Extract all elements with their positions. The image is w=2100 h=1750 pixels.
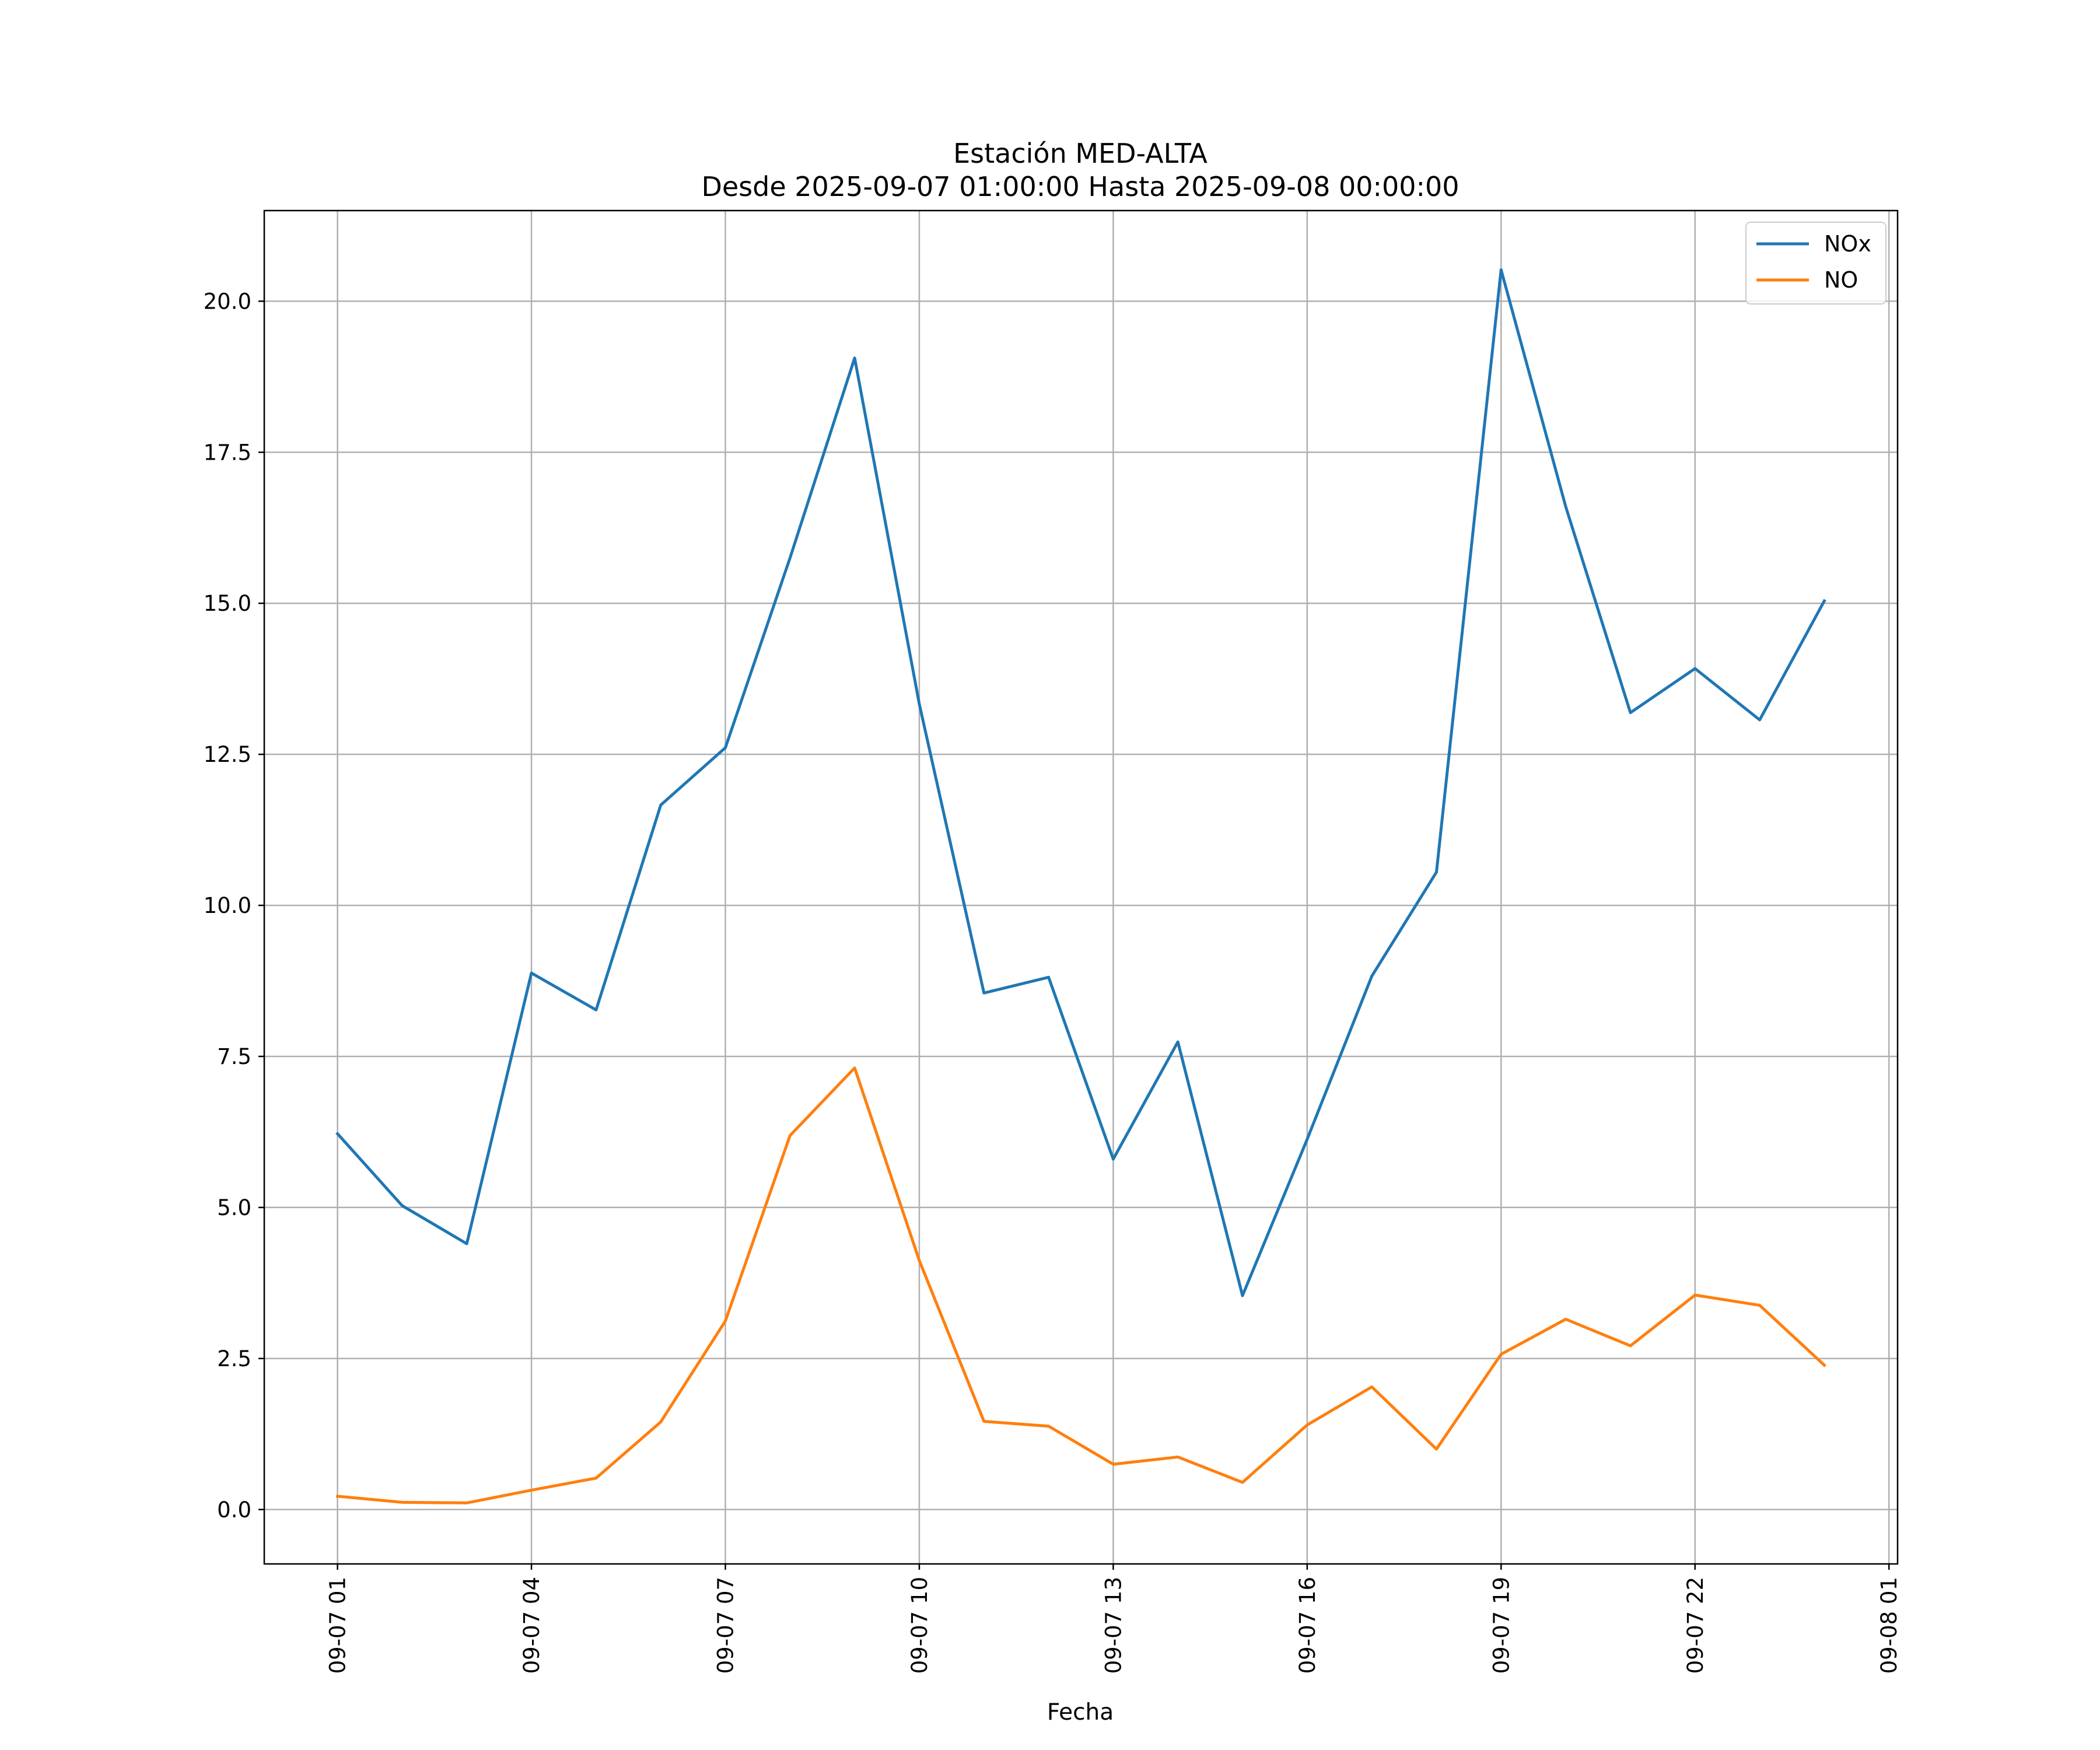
y-tick-label: 2.5: [217, 1346, 251, 1371]
data-point-nox: [1306, 1138, 1309, 1141]
data-point-no: [594, 1476, 598, 1480]
y-tick-label: 12.5: [204, 742, 251, 767]
data-point-no: [788, 1134, 792, 1138]
data-point-no: [1111, 1462, 1115, 1466]
data-point-no: [853, 1066, 856, 1070]
data-point-no: [1629, 1344, 1632, 1348]
plot-series: [335, 268, 1826, 1504]
data-point-nox: [400, 1204, 404, 1208]
y-tick-label: 10.0: [204, 893, 251, 918]
data-point-nox: [918, 702, 921, 706]
data-point-no: [1758, 1304, 1762, 1307]
data-point-nox: [982, 991, 986, 995]
x-tick-label: 09-07 10: [907, 1577, 932, 1674]
legend-label-no: NO: [1824, 267, 1858, 293]
data-point-nox: [1176, 1040, 1180, 1044]
x-tick-label: 09-07 16: [1295, 1577, 1320, 1674]
y-tick-label: 0.0: [217, 1497, 251, 1522]
data-point-no: [400, 1500, 404, 1504]
chart-title: Estación MED-ALTA: [953, 138, 1208, 169]
y-tick-label: 15.0: [204, 591, 251, 616]
data-point-nox: [724, 746, 727, 750]
x-tick-label: 09-07 13: [1101, 1577, 1126, 1674]
data-point-nox: [1111, 1157, 1115, 1161]
data-point-nox: [1499, 268, 1503, 272]
data-point-nox: [1047, 975, 1051, 979]
data-point-no: [1241, 1480, 1244, 1484]
data-point-no: [1822, 1363, 1826, 1367]
axis-ticks: 0.0 2.5 5.0 7.5 10.0 12.5 15.0 17.5 20.0 09-07 01…: [204, 289, 1902, 1674]
y-tick-label: 5.0: [217, 1195, 251, 1220]
data-point-no: [465, 1501, 468, 1504]
data-point-no: [918, 1259, 921, 1262]
data-point-nox: [1629, 711, 1632, 715]
x-tick-label: 09-07 07: [713, 1577, 738, 1674]
plot-frame: [263, 209, 1899, 1565]
data-point-nox: [853, 356, 856, 360]
data-point-no: [724, 1320, 727, 1323]
legend-label-nox: NOx: [1824, 231, 1871, 257]
data-point-no: [982, 1420, 986, 1423]
data-point-no: [336, 1494, 340, 1498]
data-point-no: [1564, 1318, 1567, 1321]
x-tick-label: 09-07 01: [326, 1577, 351, 1674]
data-point-no: [1434, 1447, 1438, 1451]
data-point-no: [1176, 1455, 1180, 1459]
data-point-nox: [1434, 870, 1438, 874]
data-point-no: [1370, 1385, 1374, 1389]
data-point-nox: [788, 556, 792, 560]
series-line-nox: [335, 268, 1826, 1297]
x-tick-label: 09-08 01: [1877, 1577, 1902, 1674]
data-point-nox: [1564, 505, 1567, 509]
data-point-nox: [1822, 599, 1826, 603]
chart-subtitle: Desde 2025-09-07 01:00:00 Hasta 2025-09-…: [701, 171, 1459, 202]
data-point-nox: [465, 1242, 468, 1245]
data-point-nox: [530, 971, 533, 975]
x-tick-label: 09-07 19: [1489, 1577, 1514, 1674]
data-point-nox: [659, 803, 663, 807]
y-tick-label: 7.5: [217, 1044, 251, 1069]
x-tick-label: 09-07 22: [1683, 1577, 1708, 1674]
data-point-no: [1306, 1423, 1309, 1427]
y-tick-label: 17.5: [204, 440, 251, 465]
data-point-no: [659, 1420, 663, 1424]
data-point-nox: [594, 1008, 598, 1012]
grid: [264, 211, 1898, 1564]
data-point-nox: [1370, 974, 1374, 978]
data-point-nox: [1693, 667, 1697, 670]
data-point-nox: [336, 1132, 340, 1136]
data-point-no: [1693, 1293, 1697, 1297]
data-point-no: [1499, 1353, 1503, 1356]
legend: NOx NO: [1745, 222, 1887, 304]
data-point-nox: [1241, 1294, 1244, 1297]
x-axis-label: Fecha: [1047, 1699, 1114, 1726]
data-point-no: [1047, 1424, 1051, 1428]
data-point-nox: [1758, 718, 1762, 722]
data-point-no: [530, 1489, 533, 1492]
x-tick-label: 09-07 04: [519, 1577, 544, 1674]
series-line-no: [335, 1066, 1826, 1504]
y-tick-label: 20.0: [204, 289, 251, 314]
